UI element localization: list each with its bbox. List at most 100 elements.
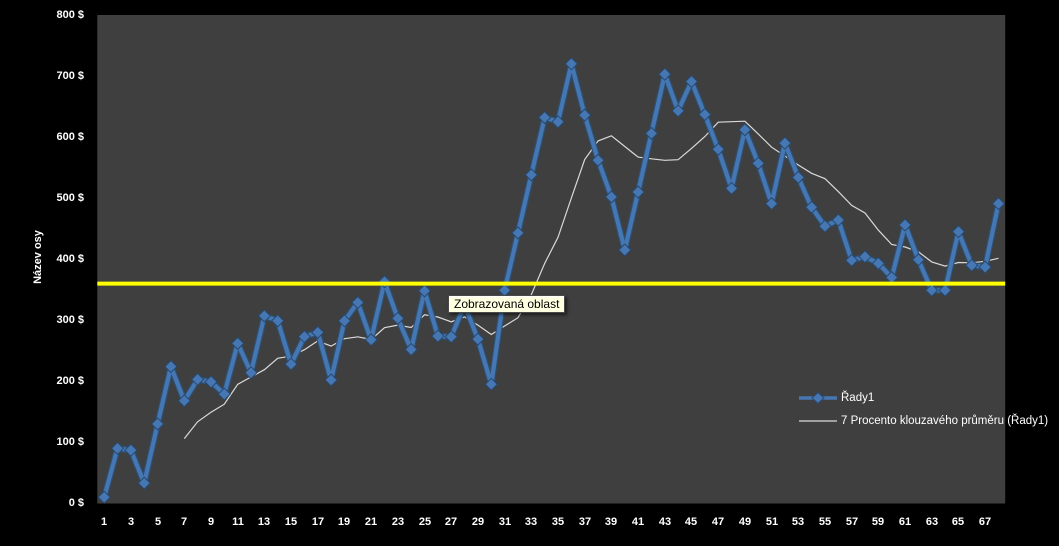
diamond-marker xyxy=(844,253,859,268)
diamond-marker xyxy=(351,295,365,310)
diamond-marker xyxy=(271,314,285,328)
y-tick-label: 300 $ xyxy=(56,314,84,326)
series-rady1[interactable] xyxy=(97,57,1006,504)
x-tick-label: 15 xyxy=(284,516,298,528)
diamond-marker xyxy=(177,394,191,408)
series-markers[interactable] xyxy=(97,57,1006,504)
diamond-marker xyxy=(97,490,111,504)
diamond-marker xyxy=(324,373,338,387)
diamond-marker xyxy=(831,213,846,227)
diamond-marker xyxy=(965,258,979,272)
diamond-marker xyxy=(951,224,966,239)
x-tick-label: 59 xyxy=(871,516,885,528)
legend-item-moving-average[interactable]: 7 Procento klouzavého průměru (Řady1) xyxy=(798,409,1048,432)
diamond-marker xyxy=(804,200,819,214)
diamond-marker xyxy=(551,115,565,129)
x-tick-label: 3 xyxy=(127,516,135,528)
diamond-marker xyxy=(871,256,886,271)
diamond-marker xyxy=(925,283,939,297)
diamond-marker xyxy=(578,108,592,122)
x-tick-label: 17 xyxy=(311,516,325,528)
y-tick-label: 500 $ xyxy=(56,192,84,204)
diamond-marker xyxy=(591,153,605,167)
x-tick-label: 35 xyxy=(551,516,565,528)
x-tick-label: 63 xyxy=(925,516,939,528)
x-tick-label: 43 xyxy=(658,516,672,528)
x-tick-label: 61 xyxy=(898,516,912,528)
diamond-marker xyxy=(991,196,1006,211)
legend-label: 7 Procento klouzavého průměru (Řady1) xyxy=(841,414,1049,427)
y-tick-label: 800 $ xyxy=(56,9,84,21)
diamond-marker xyxy=(484,377,498,391)
x-tick-label: 27 xyxy=(444,516,458,528)
diamond-marker xyxy=(404,342,418,357)
x-tick-label: 25 xyxy=(418,516,432,528)
x-tick-label: 5 xyxy=(154,516,162,528)
diamond-marker xyxy=(431,329,445,343)
diamond-marker xyxy=(230,336,245,351)
x-tick-label: 31 xyxy=(498,516,512,528)
x-tick-label: 57 xyxy=(845,516,859,528)
x-tick-label: 55 xyxy=(818,516,832,528)
diamond-marker xyxy=(150,417,165,431)
diamond-marker xyxy=(364,333,378,347)
diamond-marker xyxy=(217,387,232,401)
diamond-marker xyxy=(190,372,205,387)
gray-line-icon xyxy=(799,419,837,422)
legend-item-rady1[interactable]: Řady1 xyxy=(798,386,1048,409)
diamond-marker xyxy=(337,314,352,328)
diamond-marker xyxy=(164,359,178,374)
diamond-marker xyxy=(658,67,672,81)
x-tick-label: 51 xyxy=(765,516,779,528)
x-tick-label: 65 xyxy=(951,516,965,528)
diamond-marker xyxy=(297,329,312,344)
diamond-marker xyxy=(537,110,552,125)
x-tick-label: 21 xyxy=(364,516,378,528)
diamond-marker xyxy=(818,219,832,233)
diamond-marker xyxy=(644,126,659,141)
y-tick-label: 400 $ xyxy=(56,253,84,265)
diamond-marker xyxy=(257,309,272,323)
diamond-marker xyxy=(978,260,992,274)
diamond-marker xyxy=(417,284,432,298)
y-tick-label: 600 $ xyxy=(56,131,84,143)
tooltip-text: Zobrazovaná oblast xyxy=(454,297,560,311)
x-tick-label: 7 xyxy=(180,516,188,528)
x-tick-label: 11 xyxy=(232,516,244,528)
y-tick-label: 200 $ xyxy=(56,375,84,387)
diamond-marker xyxy=(698,107,712,122)
x-tick-label: 45 xyxy=(684,516,698,528)
diamond-marker xyxy=(938,283,952,297)
diamond-marker xyxy=(751,156,765,171)
diamond-marker xyxy=(137,476,151,490)
diamond-marker xyxy=(791,170,805,185)
diamond-marker xyxy=(684,74,699,89)
diamond-marker xyxy=(738,123,752,137)
diamond-marker xyxy=(204,375,218,389)
x-tick-label: 29 xyxy=(471,516,485,528)
diamond-marker xyxy=(110,441,125,456)
x-tick-label: 49 xyxy=(738,516,752,528)
diamond-marker xyxy=(311,325,325,340)
y-tick-label: 700 $ xyxy=(56,70,84,82)
diamond-marker xyxy=(244,365,258,380)
x-tick-label: 19 xyxy=(337,516,351,528)
y-tick-label: 0 $ xyxy=(68,497,84,509)
diamond-marker xyxy=(898,218,912,232)
legend-label: Řady1 xyxy=(841,391,875,404)
diamond-marker xyxy=(671,104,685,118)
x-tick-label: 33 xyxy=(524,516,538,528)
legend: Řady1 7 Procento klouzavého průměru (Řad… xyxy=(798,386,1048,432)
diamond-marker xyxy=(524,168,539,182)
x-tick-label: 39 xyxy=(604,516,618,528)
x-tick-label: 13 xyxy=(257,516,271,528)
diamond-marker xyxy=(604,190,619,204)
diamond-marker xyxy=(284,357,298,371)
x-tick-label: 9 xyxy=(207,516,215,528)
diamond-marker xyxy=(724,181,739,196)
diamond-marker xyxy=(631,185,645,199)
diamond-marker xyxy=(764,196,779,211)
diamond-marker xyxy=(711,142,725,156)
